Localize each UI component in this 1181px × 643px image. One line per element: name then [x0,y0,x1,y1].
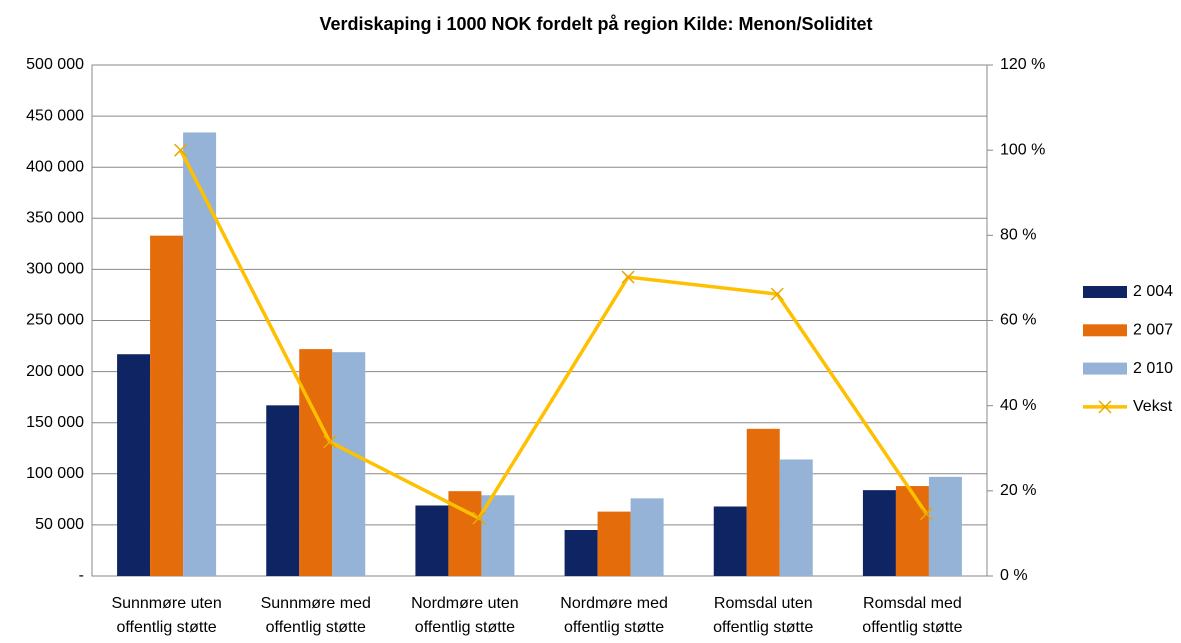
bar [266,405,300,576]
x-tick-label: Sunnmøre uten offentlig støtte [111,595,222,636]
bar [481,495,515,576]
y2-tick-label: 20 % [1000,482,1036,499]
bar [332,352,366,576]
plot-border [91,64,988,577]
y-tick-label: 300 000 [26,261,84,278]
marker [770,287,784,301]
y-tick-label: 50 000 [35,516,84,533]
bar [597,511,631,576]
y-tick-label: - [79,567,84,584]
bar [746,428,780,576]
bar [713,506,747,576]
y-tick-label: 400 000 [26,158,84,175]
y-tick-label: 200 000 [26,363,84,380]
y2-tick-label: 40 % [1000,397,1036,414]
bar [895,486,929,576]
x-tick-label: Sunnmøre med offentlig støtte [260,595,371,636]
x-tick-label: Nordmøre uten offentlig støtte [411,595,519,636]
legend-swatch [1083,286,1127,298]
y2-tick-label: 0 % [1000,567,1028,584]
y-tick-label: 100 000 [26,465,84,482]
legend-swatch [1083,324,1127,337]
y-tick-label: 250 000 [26,312,84,329]
legend-label: 2 007 [1133,322,1173,339]
marker [472,511,486,525]
marker [323,435,337,449]
legend-label: Vekst [1133,398,1173,415]
y-tick-label: 150 000 [26,414,84,431]
y2-tick-label: 80 % [1000,227,1036,244]
legend-label: 2 010 [1133,360,1173,377]
bar [928,476,962,576]
y-tick-label: 500 000 [26,56,84,73]
bar [862,490,896,576]
bar [299,349,333,576]
line [179,149,928,521]
bar [630,498,664,576]
bar [150,235,184,576]
bar [415,505,449,576]
bar [779,459,813,576]
bar [564,530,598,576]
y2-tick-label: 60 % [1000,312,1036,329]
y2-tick-label: 120 % [1000,56,1045,73]
x-tick-label: Nordmøre med offentlig støtte [560,595,668,636]
y-tick-label: 450 000 [26,107,84,124]
legend-swatch [1083,362,1127,375]
legend-marker [1098,400,1112,414]
legend-label: 2 004 [1133,283,1173,300]
marker [621,270,635,284]
marker [919,507,933,521]
x-tick-label: Romsdal uten offentlig støtte [713,595,814,636]
bar [117,354,151,576]
chart-title: Verdiskaping i 1000 NOK fordelt på regio… [319,14,872,34]
x-tick-label: Romsdal med offentlig støtte [862,595,963,636]
y-tick-label: 350 000 [26,210,84,227]
y2-tick-label: 100 % [1000,141,1045,158]
bar [183,132,217,576]
marker [174,143,188,157]
